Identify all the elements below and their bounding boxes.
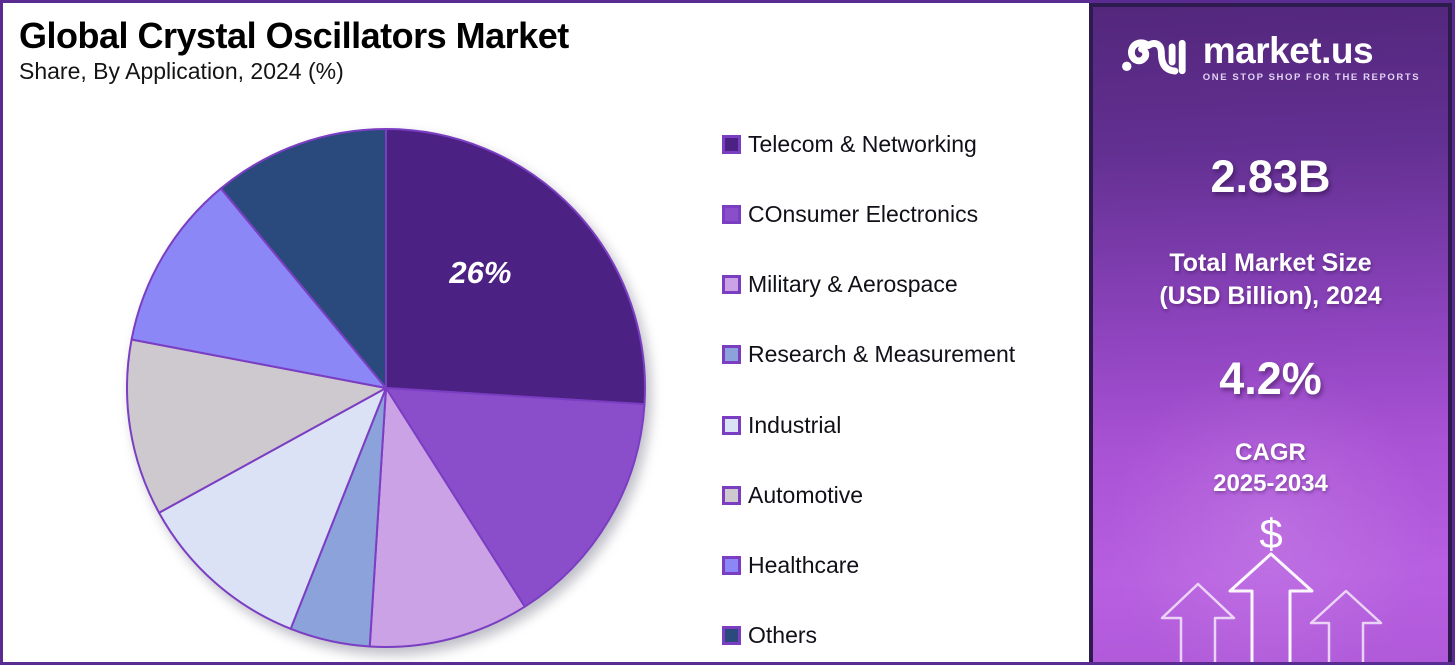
- pie-slice-consumer-electronics: [385, 387, 646, 608]
- legend-item-telecom-networking: Telecom & Networking: [722, 131, 1087, 158]
- cagr-label-line2: 2025-2034: [1213, 470, 1328, 498]
- pie-chart: 26%: [117, 119, 655, 657]
- pie-slice-others: [219, 128, 387, 389]
- pie-slice-industrial: [158, 387, 387, 630]
- page-title: Global Crystal Oscillators Market: [19, 15, 569, 56]
- legend-swatch: [722, 485, 741, 505]
- brand-name: market.us: [1202, 29, 1374, 71]
- legend-swatch: [722, 275, 741, 295]
- legend-swatch: [722, 205, 741, 225]
- pie-data-label-telecom-networking: 26%: [448, 255, 511, 290]
- brand-logo: market.us ONE STOP SHOP FOR THE REPORTS: [1093, 31, 1448, 83]
- legend-swatch: [722, 135, 741, 154]
- legend-label: Automotive: [748, 481, 864, 508]
- pie-slice-telecom-networking: [385, 128, 646, 406]
- brand-tagline: ONE STOP SHOP FOR THE REPORTS: [1202, 71, 1421, 83]
- legend-item-industrial: Industrial: [722, 412, 1087, 439]
- brand-sidebar: market.us ONE STOP SHOP FOR THE REPORTS …: [1089, 3, 1452, 662]
- legend-item-consumer-electronics: COnsumer Electronics: [722, 201, 1087, 228]
- legend-label: Research & Measurement: [748, 341, 1016, 368]
- chart-legend: Telecom & Networking COnsumer Electronics…: [722, 131, 1087, 649]
- legend-item-research-measurement: Research & Measurement: [722, 341, 1087, 368]
- market-size-label-line1: Total Market Size: [1169, 249, 1372, 277]
- page-subtitle: Share, By Application, 2024 (%): [19, 58, 344, 85]
- legend-label: COnsumer Electronics: [748, 201, 979, 228]
- up-arrow-middle-icon: [1228, 552, 1314, 662]
- legend-label: Telecom & Networking: [748, 131, 977, 157]
- up-arrow-left-icon: [1160, 582, 1236, 662]
- legend-item-military-aerospace: Military & Aerospace: [722, 271, 1087, 298]
- legend-swatch: [722, 625, 741, 645]
- cagr-label: CAGR 2025-2034: [1093, 437, 1448, 499]
- pie-slice-healthcare: [130, 187, 387, 389]
- market-us-logo-icon: [1121, 39, 1186, 75]
- legend-item-healthcare: Healthcare: [722, 552, 1087, 579]
- pie-chart-svg: 26%: [126, 128, 646, 648]
- market-size-value: 2.83B: [1210, 151, 1331, 202]
- growth-arrows-icon: $: [1160, 510, 1383, 662]
- legend-label: Military & Aerospace: [748, 271, 958, 298]
- legend-label: Others: [748, 621, 818, 648]
- legend-swatch: [722, 415, 741, 435]
- legend-swatch: [722, 345, 741, 365]
- legend-label: Healthcare: [748, 551, 860, 578]
- brand-text: market.us ONE STOP SHOP FOR THE REPORTS: [1203, 32, 1420, 83]
- legend-label: Industrial: [748, 411, 842, 438]
- market-size-label: Total Market Size (USD Billion), 2024: [1093, 247, 1448, 312]
- dollar-icon: $: [1259, 510, 1282, 557]
- up-arrow-right-icon: [1309, 589, 1383, 662]
- legend-item-others: Others: [722, 622, 1087, 649]
- pie-slice-automotive: [126, 338, 387, 514]
- header: Global Crystal Oscillators Market Share,…: [19, 15, 569, 85]
- cagr-value: 4.2%: [1219, 353, 1322, 404]
- legend-item-automotive: Automotive: [722, 482, 1087, 509]
- cagr-label-line1: CAGR: [1235, 439, 1306, 466]
- market-size-label-line2: (USD Billion), 2024: [1159, 281, 1382, 310]
- pie-slice-military-aerospace: [368, 387, 526, 648]
- legend-swatch: [722, 555, 741, 575]
